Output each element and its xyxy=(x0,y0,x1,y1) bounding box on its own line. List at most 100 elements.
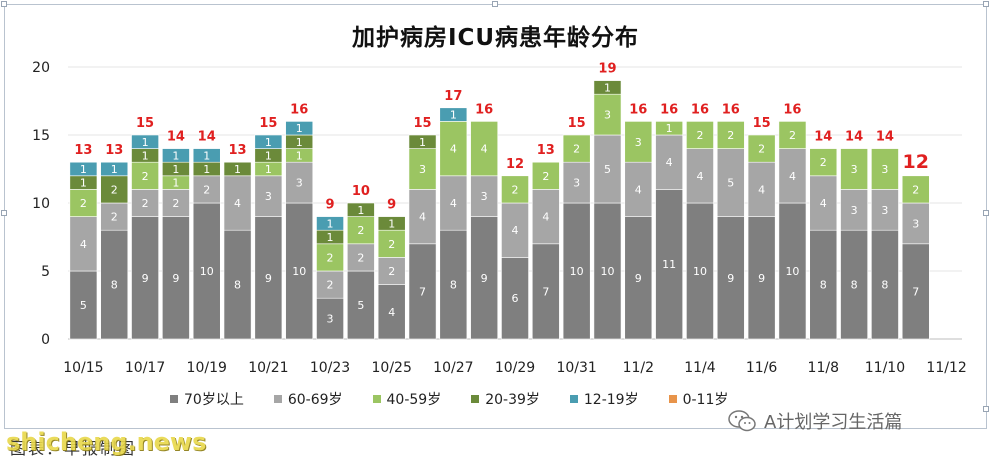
watermark-account-name: A计划学习生活篇 xyxy=(764,412,903,433)
bar-segment xyxy=(593,80,622,95)
legend-label: 60-69岁 xyxy=(287,392,343,408)
bar-total-label: 13 xyxy=(229,143,247,158)
bar-segment xyxy=(100,161,129,177)
bar-total-label: 15 xyxy=(259,116,277,131)
bar-value-label: 2 xyxy=(80,197,87,210)
bar-segment xyxy=(439,107,468,122)
bar-value-label: 4 xyxy=(758,183,765,196)
bar-value-label: 2 xyxy=(172,197,179,210)
bar-value-label: 1 xyxy=(234,163,241,176)
legend-label: 0-11岁 xyxy=(682,392,729,408)
bar-segment xyxy=(470,121,499,177)
bar-value-label: 5 xyxy=(727,177,734,190)
bar-value-label: 1 xyxy=(357,204,364,217)
bar-segment xyxy=(100,229,129,340)
bar-segment xyxy=(162,189,190,217)
bar-segment xyxy=(254,175,283,217)
y-tick-label: 10 xyxy=(32,196,50,212)
bar-value-label: 1 xyxy=(327,217,334,230)
resize-handle-top-middle[interactable] xyxy=(492,1,498,7)
x-tick-label: 10/19 xyxy=(187,360,227,376)
bar-total-label: 16 xyxy=(290,102,308,117)
chart-legend: 70岁以上 60-69岁 40-59岁 20-39岁 12-19岁 0-11岁 xyxy=(170,388,890,410)
bar-segment xyxy=(809,148,838,177)
bar-segment xyxy=(131,189,159,217)
bar-total-label: 19 xyxy=(598,62,616,77)
bar-segment xyxy=(316,297,344,340)
resize-handle-top-right[interactable] xyxy=(983,1,989,7)
chart-title: 加护病房ICU病患年龄分布 xyxy=(351,25,640,51)
y-tick-label: 0 xyxy=(41,332,50,348)
bar-segment xyxy=(531,243,560,340)
bar-segment xyxy=(162,216,190,340)
bar-segment xyxy=(624,216,653,340)
y-tick-label: 20 xyxy=(32,60,50,76)
x-tick-label: 10/25 xyxy=(372,360,412,376)
bar-segment xyxy=(871,148,899,190)
bar-value-label: 5 xyxy=(357,299,364,312)
bar-segment xyxy=(747,134,776,163)
bar-value-label: 4 xyxy=(419,211,426,224)
bar-total-label: 9 xyxy=(326,198,335,213)
x-tick-label: 11/12 xyxy=(926,360,966,376)
bar-value-label: 2 xyxy=(758,143,765,156)
bar-segment xyxy=(716,216,745,340)
bar-value-label: 1 xyxy=(265,149,272,162)
bar-value-label: 9 xyxy=(172,272,179,285)
bar-value-label: 4 xyxy=(789,170,796,183)
legend-item: 60-69岁 xyxy=(273,389,343,409)
bar-value-label: 1 xyxy=(172,163,179,176)
bar-value-label: 2 xyxy=(727,129,734,142)
legend-item: 40-59岁 xyxy=(372,389,441,409)
resize-handle-top-left[interactable] xyxy=(1,1,7,7)
bar-segment xyxy=(408,243,437,340)
bar-value-label: 8 xyxy=(450,279,457,292)
bar-value-label: 9 xyxy=(758,272,765,285)
legend-item: 0-11岁 xyxy=(668,389,729,409)
bar-segment xyxy=(593,93,622,136)
bar-value-label: 11 xyxy=(662,258,676,271)
bar-value-label: 8 xyxy=(881,279,888,292)
bar-value-label: 3 xyxy=(912,217,919,230)
bar-segment xyxy=(778,121,807,149)
bar-segment xyxy=(346,243,375,272)
legend-label: 12-19岁 xyxy=(583,392,639,408)
x-tick-label: 10/21 xyxy=(248,360,288,376)
bar-total-label: 14 xyxy=(198,130,216,145)
bar-segment xyxy=(624,161,653,217)
bar-total-label: 15 xyxy=(753,116,771,131)
bar-value-label: 3 xyxy=(635,136,642,149)
bar-value-label: 10 xyxy=(600,265,614,278)
resize-handle-middle-left[interactable] xyxy=(1,210,7,216)
bar-value-label: 3 xyxy=(881,163,888,176)
source-label: 图表：早报制图 xyxy=(10,439,137,458)
bar-total-label: 15 xyxy=(136,116,154,131)
bar-segment xyxy=(69,270,98,340)
bar-value-label: 5 xyxy=(604,163,611,176)
bar-value-label: 1 xyxy=(604,81,611,94)
bar-segment xyxy=(346,202,375,217)
bar-segment xyxy=(285,161,314,204)
bar-segment xyxy=(69,189,98,217)
legend-swatch xyxy=(569,395,578,403)
bar-segment xyxy=(439,121,468,177)
y-tick-label: 15 xyxy=(32,128,50,144)
bar-value-label: 8 xyxy=(820,279,827,292)
bar-value-label: 4 xyxy=(635,183,642,196)
bar-segment xyxy=(716,148,745,217)
bar-value-label: 1 xyxy=(296,122,303,135)
bar-total-label: 13 xyxy=(537,143,555,158)
bar-value-label: 2 xyxy=(142,197,149,210)
bar-value-label: 1 xyxy=(203,163,210,176)
x-tick-label: 11/6 xyxy=(746,360,778,376)
bar-value-label: 3 xyxy=(573,177,580,190)
resize-handle-middle-right[interactable] xyxy=(983,210,989,216)
bar-value-label: 2 xyxy=(111,183,118,196)
bar-segment xyxy=(562,202,591,340)
wechat-icon xyxy=(728,410,756,432)
bar-value-label: 4 xyxy=(542,211,549,224)
bar-segment xyxy=(531,161,560,190)
legend-label: 20-39岁 xyxy=(485,392,540,408)
resize-handle-bottom-right[interactable] xyxy=(983,406,989,412)
